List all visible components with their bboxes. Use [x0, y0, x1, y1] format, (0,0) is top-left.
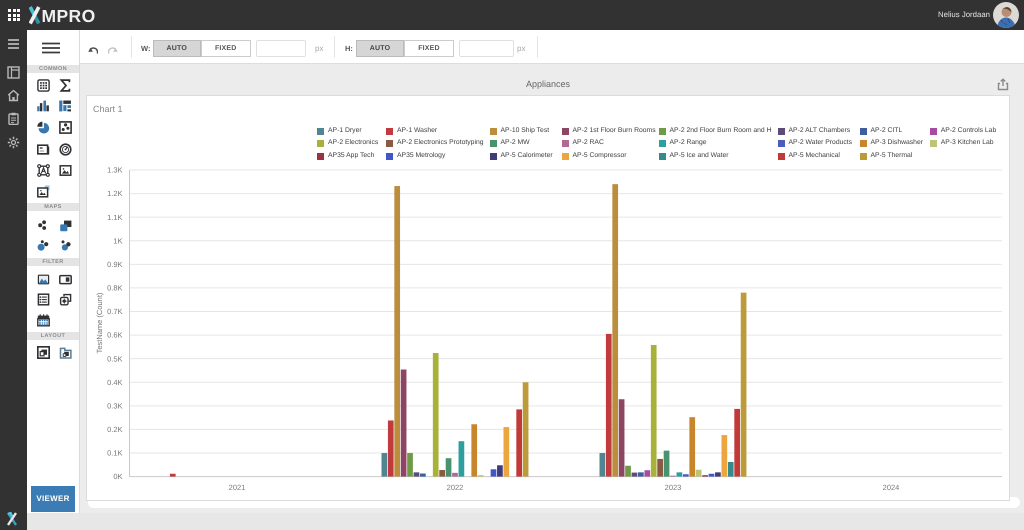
svg-text:2023: 2023: [665, 483, 682, 492]
svg-text:MPRO: MPRO: [42, 6, 96, 26]
svg-text:0.9K: 0.9K: [107, 260, 122, 269]
svg-text:0.4K: 0.4K: [107, 378, 122, 387]
svg-text:0.6K: 0.6K: [107, 331, 122, 340]
svg-text:TestName (Count): TestName (Count): [95, 292, 104, 353]
svg-text:0.7K: 0.7K: [107, 307, 122, 316]
svg-text:1K: 1K: [113, 236, 122, 245]
svg-text:2024: 2024: [883, 483, 900, 492]
svg-text:1.2K: 1.2K: [107, 189, 122, 198]
svg-text:0K: 0K: [113, 472, 122, 481]
svg-text:0.3K: 0.3K: [107, 401, 122, 410]
svg-text:2022: 2022: [447, 483, 464, 492]
svg-text:1.3K: 1.3K: [107, 166, 122, 175]
svg-text:0.8K: 0.8K: [107, 284, 122, 293]
svg-text:2021: 2021: [229, 483, 246, 492]
svg-text:1.1K: 1.1K: [107, 213, 122, 222]
svg-text:0.2K: 0.2K: [107, 425, 122, 434]
svg-text:0.5K: 0.5K: [107, 354, 122, 363]
svg-text:0.1K: 0.1K: [107, 449, 122, 458]
